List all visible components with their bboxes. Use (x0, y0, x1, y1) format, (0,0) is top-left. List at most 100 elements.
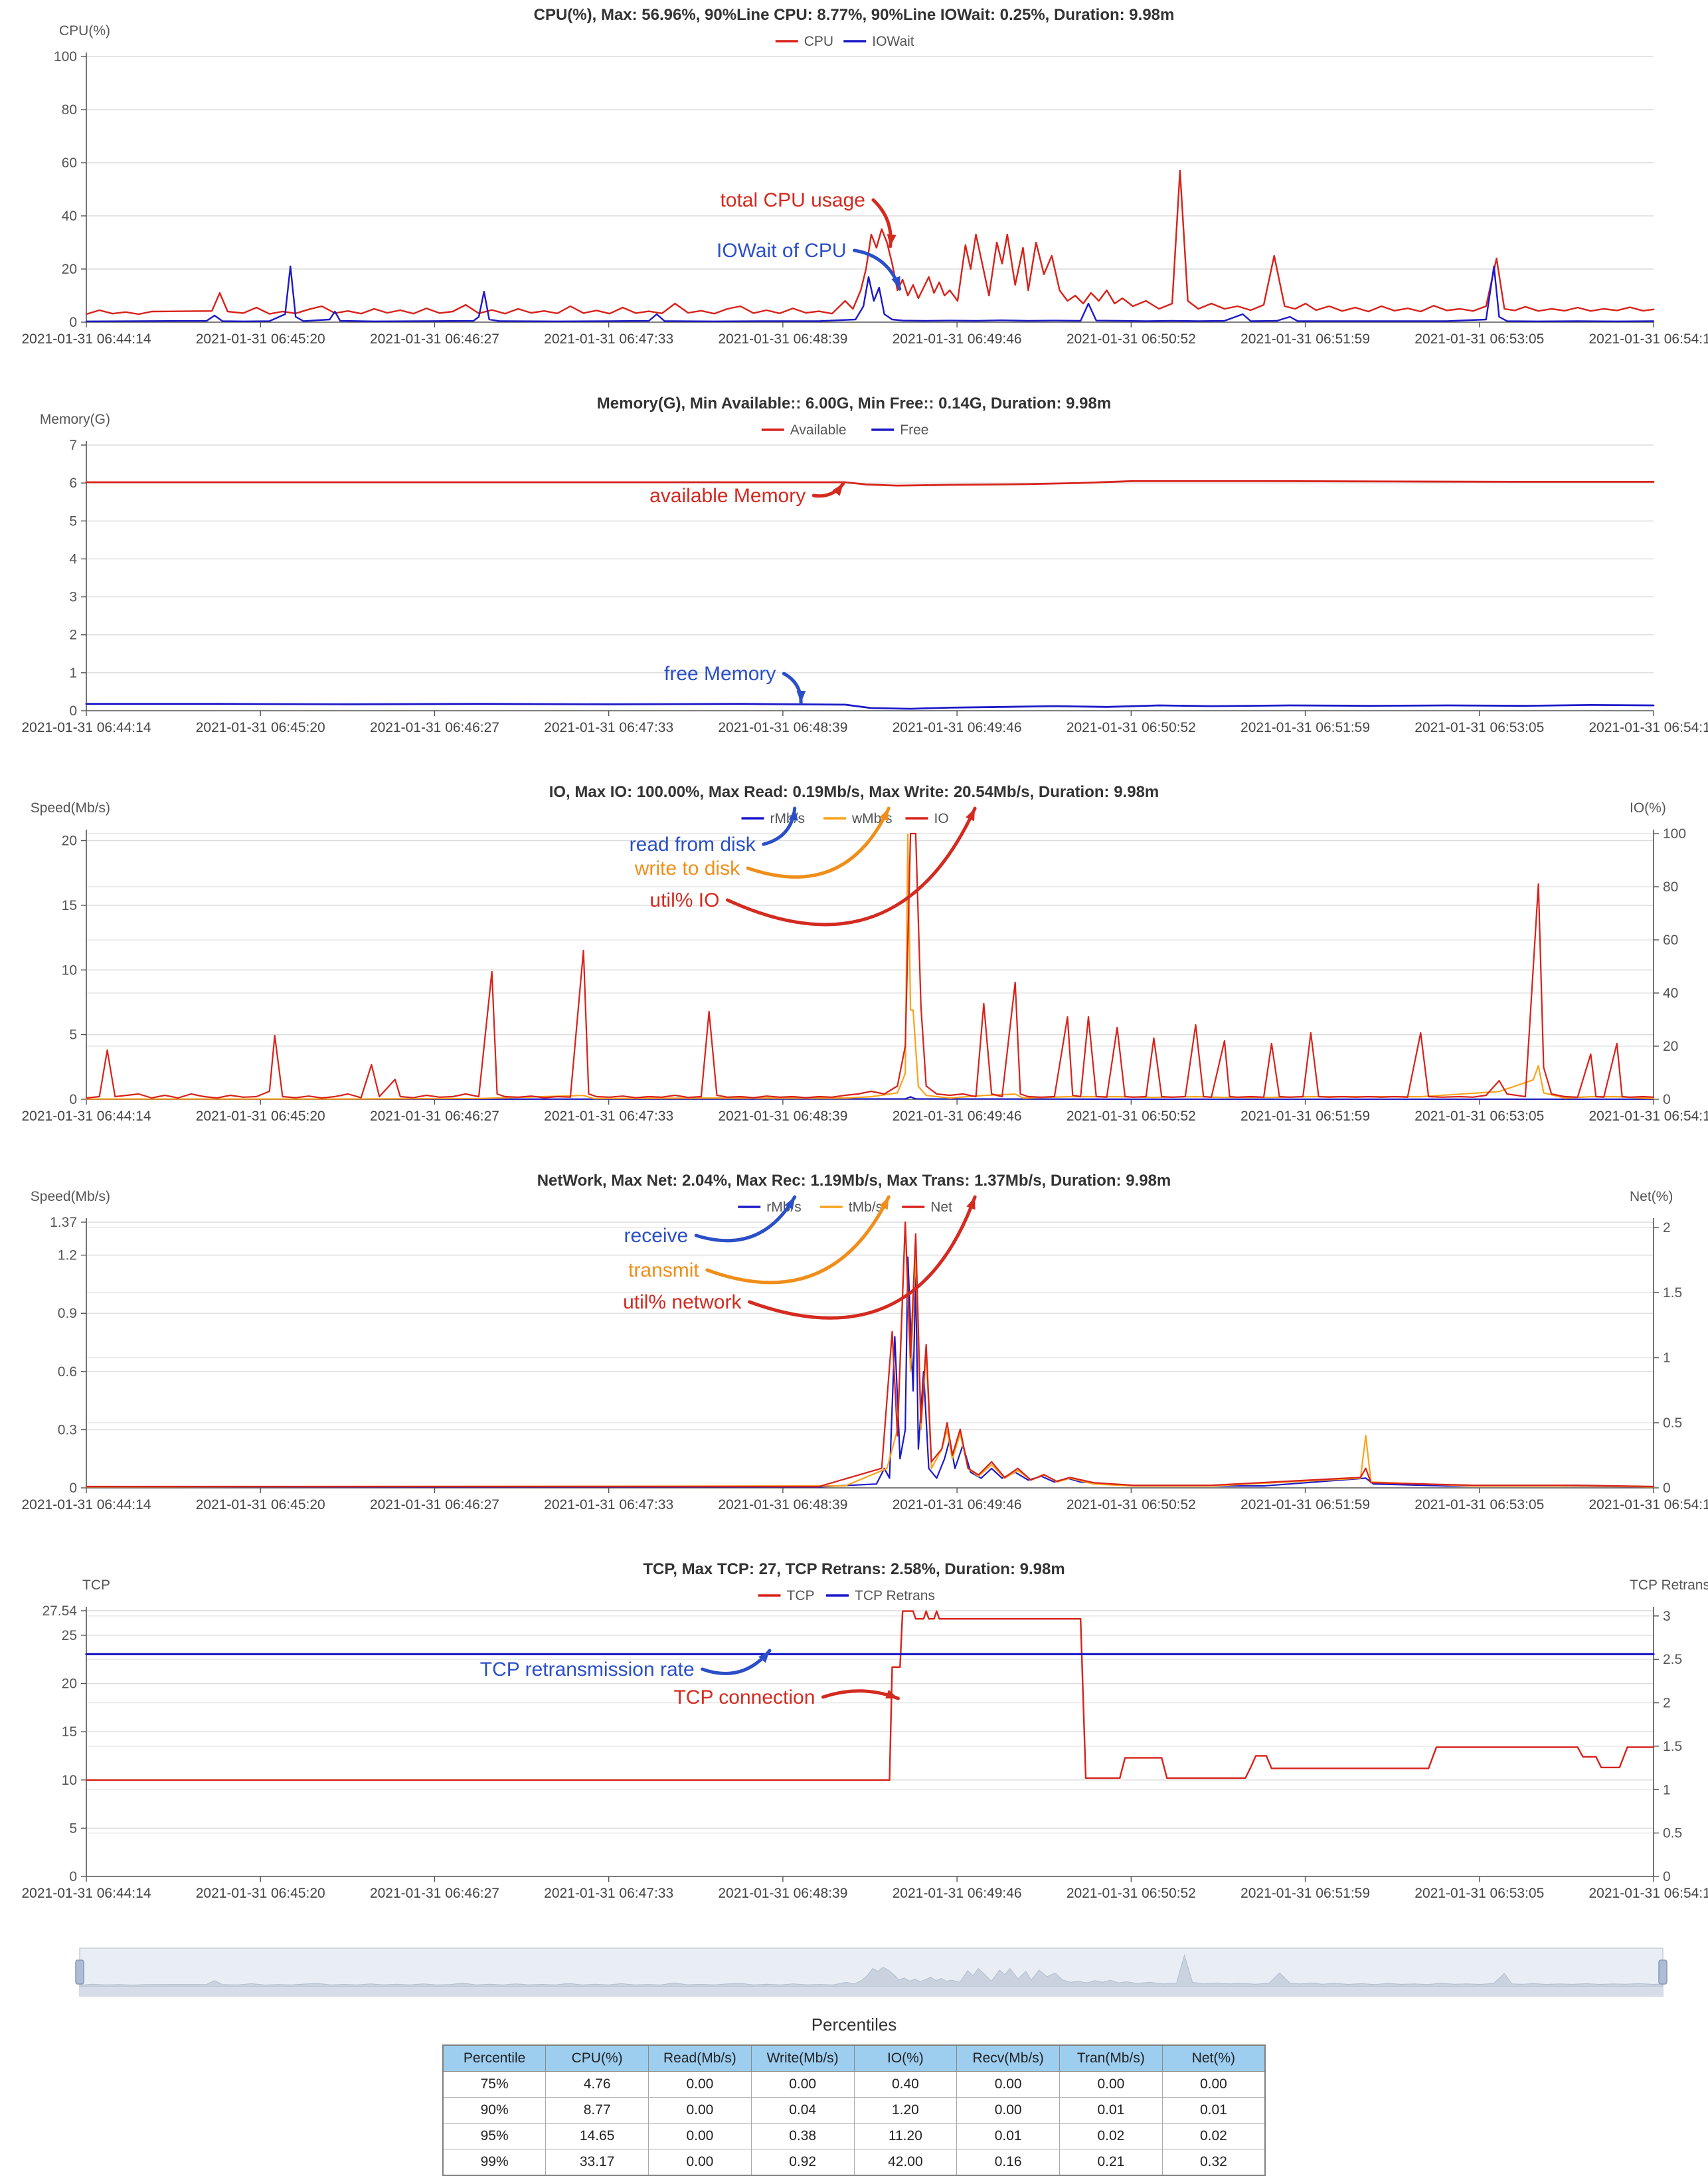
legend-label[interactable]: tMb/s (849, 1200, 883, 1215)
percentiles-header-cell: Read(Mb/s) (649, 2045, 752, 2072)
x-tick-label: 2021-01-31 06:45:20 (196, 720, 325, 735)
series-tcp (86, 1611, 1654, 1780)
percentiles-cell: 0.21 (1060, 2149, 1163, 2176)
percentiles-cell: 0.01 (957, 2124, 1060, 2149)
y-tick-label: 7 (69, 438, 77, 453)
x-tick-label: 2021-01-31 06:50:52 (1067, 720, 1196, 735)
y-tick-label: 10 (62, 962, 77, 978)
y-tick-label-right: 1.5 (1663, 1285, 1682, 1301)
y-axis-name-left: Memory(G) (40, 412, 110, 427)
percentiles-cell: 0.00 (649, 2124, 752, 2149)
percentiles-cell: 95% (443, 2124, 546, 2149)
percentiles-header-cell: Tran(Mb/s) (1060, 2045, 1163, 2072)
cpu-chart-svg: CPU(%), Max: 56.96%, 90%Line CPU: 8.77%,… (0, 0, 1708, 389)
annotation-text: available Memory (649, 485, 806, 507)
annotation-text: total CPU usage (720, 189, 865, 211)
y-tick-label: 0.6 (58, 1364, 77, 1380)
series-wmb-s (86, 834, 1654, 1099)
percentiles-cell: 0.38 (751, 2124, 854, 2149)
percentiles-cell: 8.77 (546, 2098, 649, 2124)
annotation-text: receive (624, 1225, 689, 1247)
legend-label[interactable]: IO (934, 811, 949, 826)
x-tick-label: 2021-01-31 06:44:14 (22, 720, 151, 735)
brush-handle-left[interactable] (76, 1960, 84, 1984)
y-axis-name-left: Speed(Mb/s) (31, 800, 110, 816)
percentiles-cell: 0.02 (1060, 2124, 1163, 2149)
y-tick-label: 60 (62, 155, 77, 171)
legend-label[interactable]: IOWait (872, 34, 914, 49)
percentiles-cell: 0.00 (957, 2098, 1060, 2124)
x-tick-label: 2021-01-31 06:47:33 (544, 1109, 673, 1124)
percentiles-cell: 0.00 (957, 2072, 1060, 2098)
datazoom-brush[interactable] (0, 1943, 1708, 2003)
x-tick-label: 2021-01-31 06:45:20 (196, 331, 325, 347)
percentiles-cell: 0.00 (649, 2098, 752, 2124)
y-tick-label-right: 100 (1663, 826, 1686, 842)
y-tick-label-right: 0 (1663, 1481, 1671, 1496)
memory-chart: Memory(G), Min Available:: 6.00G, Min Fr… (0, 389, 1708, 777)
percentiles-cell: 0.00 (649, 2072, 752, 2098)
x-tick-label: 2021-01-31 06:48:39 (718, 331, 847, 347)
x-tick-label: 2021-01-31 06:46:27 (370, 720, 499, 735)
datazoom-brush-svg[interactable] (0, 1943, 1708, 2003)
y-tick-label: 5 (69, 513, 77, 529)
annotation-text: TCP connection (673, 1686, 815, 1708)
legend-label[interactable]: TCP (787, 1588, 815, 1603)
y-tick-label: 6 (69, 476, 77, 491)
x-tick-label: 2021-01-31 06:48:39 (718, 1109, 847, 1124)
y-tick-label-right: 0 (1663, 1869, 1671, 1884)
y-tick-label-right: 0 (1663, 1092, 1671, 1107)
y-axis-name-left: TCP (82, 1578, 110, 1593)
annotation-text: transmit (628, 1259, 699, 1281)
x-tick-label: 2021-01-31 06:53:05 (1414, 1109, 1544, 1124)
x-tick-label: 2021-01-31 06:46:27 (370, 1109, 499, 1124)
x-tick-label: 2021-01-31 06:49:46 (893, 1109, 1022, 1124)
legend-label[interactable]: Net (930, 1200, 952, 1215)
y-tick-label: 3 (69, 590, 77, 605)
x-tick-label: 2021-01-31 06:53:05 (1414, 331, 1544, 347)
legend-label[interactable]: CPU (804, 34, 833, 49)
x-tick-label: 2021-01-31 06:45:20 (196, 1109, 325, 1124)
x-tick-label: 2021-01-31 06:47:33 (544, 1886, 673, 1901)
legend-label[interactable]: TCP Retrans (855, 1588, 935, 1603)
x-tick-label: 2021-01-31 06:51:59 (1240, 1886, 1370, 1901)
x-tick-label: 2021-01-31 06:53:05 (1414, 1497, 1544, 1512)
percentiles-cell: 0.00 (1162, 2072, 1265, 2098)
x-tick-label: 2021-01-31 06:50:52 (1067, 1497, 1196, 1512)
percentiles-cell: 0.32 (1162, 2149, 1265, 2176)
legend-label[interactable]: Free (900, 422, 928, 438)
percentiles-cell: 0.92 (751, 2149, 854, 2176)
legend-label[interactable]: rMb/s (770, 811, 806, 826)
y-tick-label-right: 60 (1663, 933, 1678, 948)
percentiles-cell: 0.00 (751, 2072, 854, 2098)
annotation-text: write to disk (634, 858, 740, 879)
x-tick-label: 2021-01-31 06:46:27 (370, 1497, 499, 1512)
x-tick-label: 2021-01-31 06:49:46 (893, 1886, 1022, 1901)
brush-handle-right[interactable] (1659, 1960, 1667, 1984)
x-tick-label: 2021-01-31 06:49:46 (893, 331, 1022, 347)
y-tick-label: 27.54 (42, 1603, 77, 1619)
y-tick-label: 4 (69, 551, 77, 567)
x-tick-label: 2021-01-31 06:46:27 (370, 1886, 499, 1901)
series-rmb-s (86, 1257, 1654, 1487)
percentiles-cell: 0.04 (751, 2098, 854, 2124)
series-net (86, 1222, 1654, 1487)
x-tick-label: 2021-01-31 06:47:33 (544, 331, 673, 347)
x-tick-label: 2021-01-31 06:44:14 (22, 331, 151, 347)
series-iowait (86, 266, 1654, 321)
y-tick-label: 80 (62, 102, 77, 118)
percentiles-header-cell: Write(Mb/s) (751, 2045, 854, 2072)
x-tick-label: 2021-01-31 06:49:46 (893, 1497, 1022, 1512)
y-tick-label-right: 40 (1663, 986, 1678, 1001)
x-tick-label: 2021-01-31 06:48:39 (718, 1886, 847, 1901)
network-chart-svg: NetWork, Max Net: 2.04%, Max Rec: 1.19Mb… (0, 1166, 1708, 1554)
annotation-text: IOWait of CPU (717, 240, 847, 262)
legend-label[interactable]: Available (790, 422, 847, 438)
x-tick-label: 2021-01-31 06:50:52 (1067, 331, 1196, 347)
chart-title: IO, Max IO: 100.00%, Max Read: 0.19Mb/s,… (549, 783, 1159, 801)
percentiles-cell: 0.00 (1060, 2072, 1163, 2098)
x-tick-label: 2021-01-31 06:50:52 (1067, 1886, 1196, 1901)
